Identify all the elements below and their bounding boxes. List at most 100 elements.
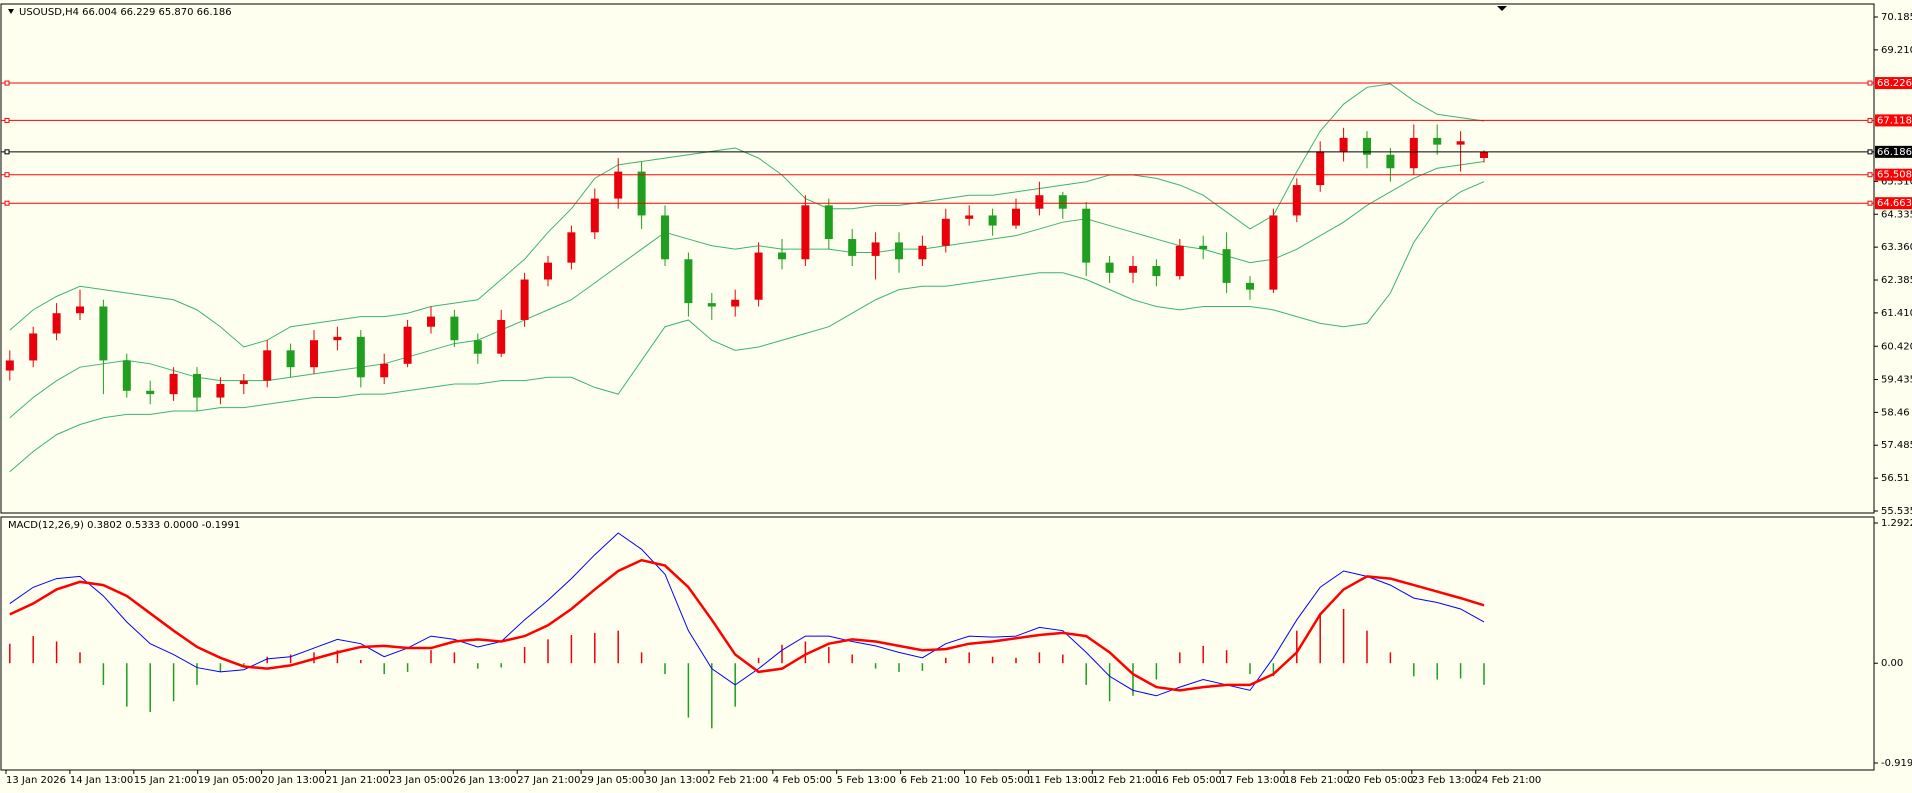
x-tick-label: 20 Feb 05:00	[1348, 775, 1414, 786]
candle-body	[356, 336, 365, 378]
candle-body	[1409, 137, 1418, 169]
level-label: 65.508	[1877, 170, 1912, 181]
y-tick-label: 56.51	[1881, 473, 1910, 484]
candle-body	[427, 316, 435, 327]
candle-body	[871, 242, 880, 256]
level-label-box	[1875, 114, 1912, 127]
y-tick-label: 57.485	[1881, 440, 1912, 451]
chart-title: USOUSD,H4 66.004 66.229 65.870 66.186	[19, 7, 232, 18]
candle-body	[380, 363, 389, 378]
level-handle	[4, 117, 10, 123]
candle-body	[450, 316, 459, 341]
y-tick-label: 65.310	[1881, 176, 1912, 187]
candle-body	[1082, 208, 1091, 263]
candle-body	[76, 306, 84, 314]
candle-body	[778, 252, 786, 260]
candle-body	[1105, 262, 1114, 273]
candle-body	[497, 319, 506, 354]
candle-body	[216, 384, 225, 398]
candle-body	[1386, 154, 1395, 169]
candle-body	[1292, 185, 1301, 216]
macd-panel	[0, 516, 1875, 771]
candle-body	[1363, 137, 1371, 155]
x-tick-label: 5 Feb 13:00	[837, 775, 896, 786]
candle-body	[1129, 266, 1137, 273]
macd-line	[9, 532, 1485, 697]
candle-body	[1456, 141, 1465, 145]
x-tick-label: 11 Feb 13:00	[1028, 775, 1094, 786]
macd-line	[9, 558, 1485, 692]
level-handle	[1867, 149, 1873, 155]
candle-body	[941, 218, 950, 246]
candle-body	[824, 205, 833, 240]
x-tick-label: 19 Jan 05:00	[198, 775, 261, 786]
candle-body	[286, 350, 295, 368]
x-tick-label: 10 Feb 05:00	[965, 775, 1031, 786]
candle-body	[169, 373, 178, 395]
candle-body	[520, 279, 529, 320]
x-tick-label: 21 Jan 21:00	[326, 775, 389, 786]
y-tick-label: 60.420	[1881, 341, 1912, 352]
x-tick-label: 30 Jan 13:00	[645, 775, 708, 786]
x-tick-label: 26 Jan 13:00	[453, 775, 516, 786]
candle-body	[5, 360, 14, 371]
level-handle	[1867, 117, 1873, 123]
x-tick-label: 2 Feb 21:00	[709, 775, 768, 786]
price-panel	[0, 3, 1875, 514]
candle-body	[1480, 151, 1488, 158]
candle-body	[1175, 245, 1184, 277]
level-label: 66.186	[1877, 147, 1912, 158]
candle-body	[1339, 137, 1348, 152]
x-tick-label: 13 Jan 2026	[6, 775, 66, 786]
candle-body	[1035, 195, 1044, 209]
candle-body	[988, 215, 997, 226]
bollinger-band	[9, 181, 1485, 473]
x-tick-label: 24 Feb 21:00	[1476, 775, 1542, 786]
candle-body	[310, 340, 318, 368]
candle-body	[918, 245, 927, 260]
candle-body	[801, 205, 810, 260]
candle-body	[1222, 249, 1231, 283]
y-tick-label: 0.00	[1881, 658, 1903, 669]
level-handle	[1867, 80, 1873, 86]
level-handle	[4, 149, 10, 155]
candle-body	[193, 373, 201, 398]
level-handle	[4, 172, 10, 178]
candle-body	[848, 239, 857, 256]
y-tick-label: -0.9194	[1881, 758, 1912, 769]
candle-body	[403, 326, 412, 364]
candle-body	[122, 360, 131, 391]
x-tick-label: 14 Jan 13:00	[70, 775, 133, 786]
candle-body	[567, 232, 576, 263]
candle-body	[544, 262, 552, 280]
bollinger-band	[9, 83, 1485, 348]
y-tick-label: 69.210	[1881, 45, 1912, 56]
candle-body	[1152, 266, 1161, 277]
candle-body	[1269, 215, 1278, 290]
x-tick-label: 15 Jan 21:00	[134, 775, 197, 786]
level-handle	[4, 80, 10, 86]
y-tick-label: 58.46	[1881, 407, 1910, 418]
x-tick-label: 29 Jan 05:00	[581, 775, 644, 786]
candle-body	[1316, 151, 1325, 186]
level-label-box	[1875, 168, 1912, 181]
candle-body	[1058, 195, 1067, 209]
level-label-box	[1875, 77, 1912, 90]
y-tick-label: 63.360	[1881, 242, 1912, 253]
x-tick-label: 18 Feb 21:00	[1284, 775, 1350, 786]
x-tick-label: 17 Feb 13:00	[1220, 775, 1286, 786]
candle-body	[1246, 282, 1254, 290]
y-tick-label: 61.410	[1881, 308, 1912, 319]
y-tick-label: 55.535	[1881, 506, 1912, 517]
candle-body	[99, 306, 108, 361]
x-tick-label: 6 Feb 21:00	[901, 775, 960, 786]
level-label-box	[1875, 145, 1912, 158]
level-label: 68.226	[1877, 78, 1912, 89]
menu-marker	[8, 9, 14, 14]
x-tick-label: 12 Feb 21:00	[1092, 775, 1158, 786]
level-label-box	[1875, 197, 1912, 210]
candle-body	[590, 198, 599, 233]
x-tick-label: 23 Jan 05:00	[389, 775, 452, 786]
